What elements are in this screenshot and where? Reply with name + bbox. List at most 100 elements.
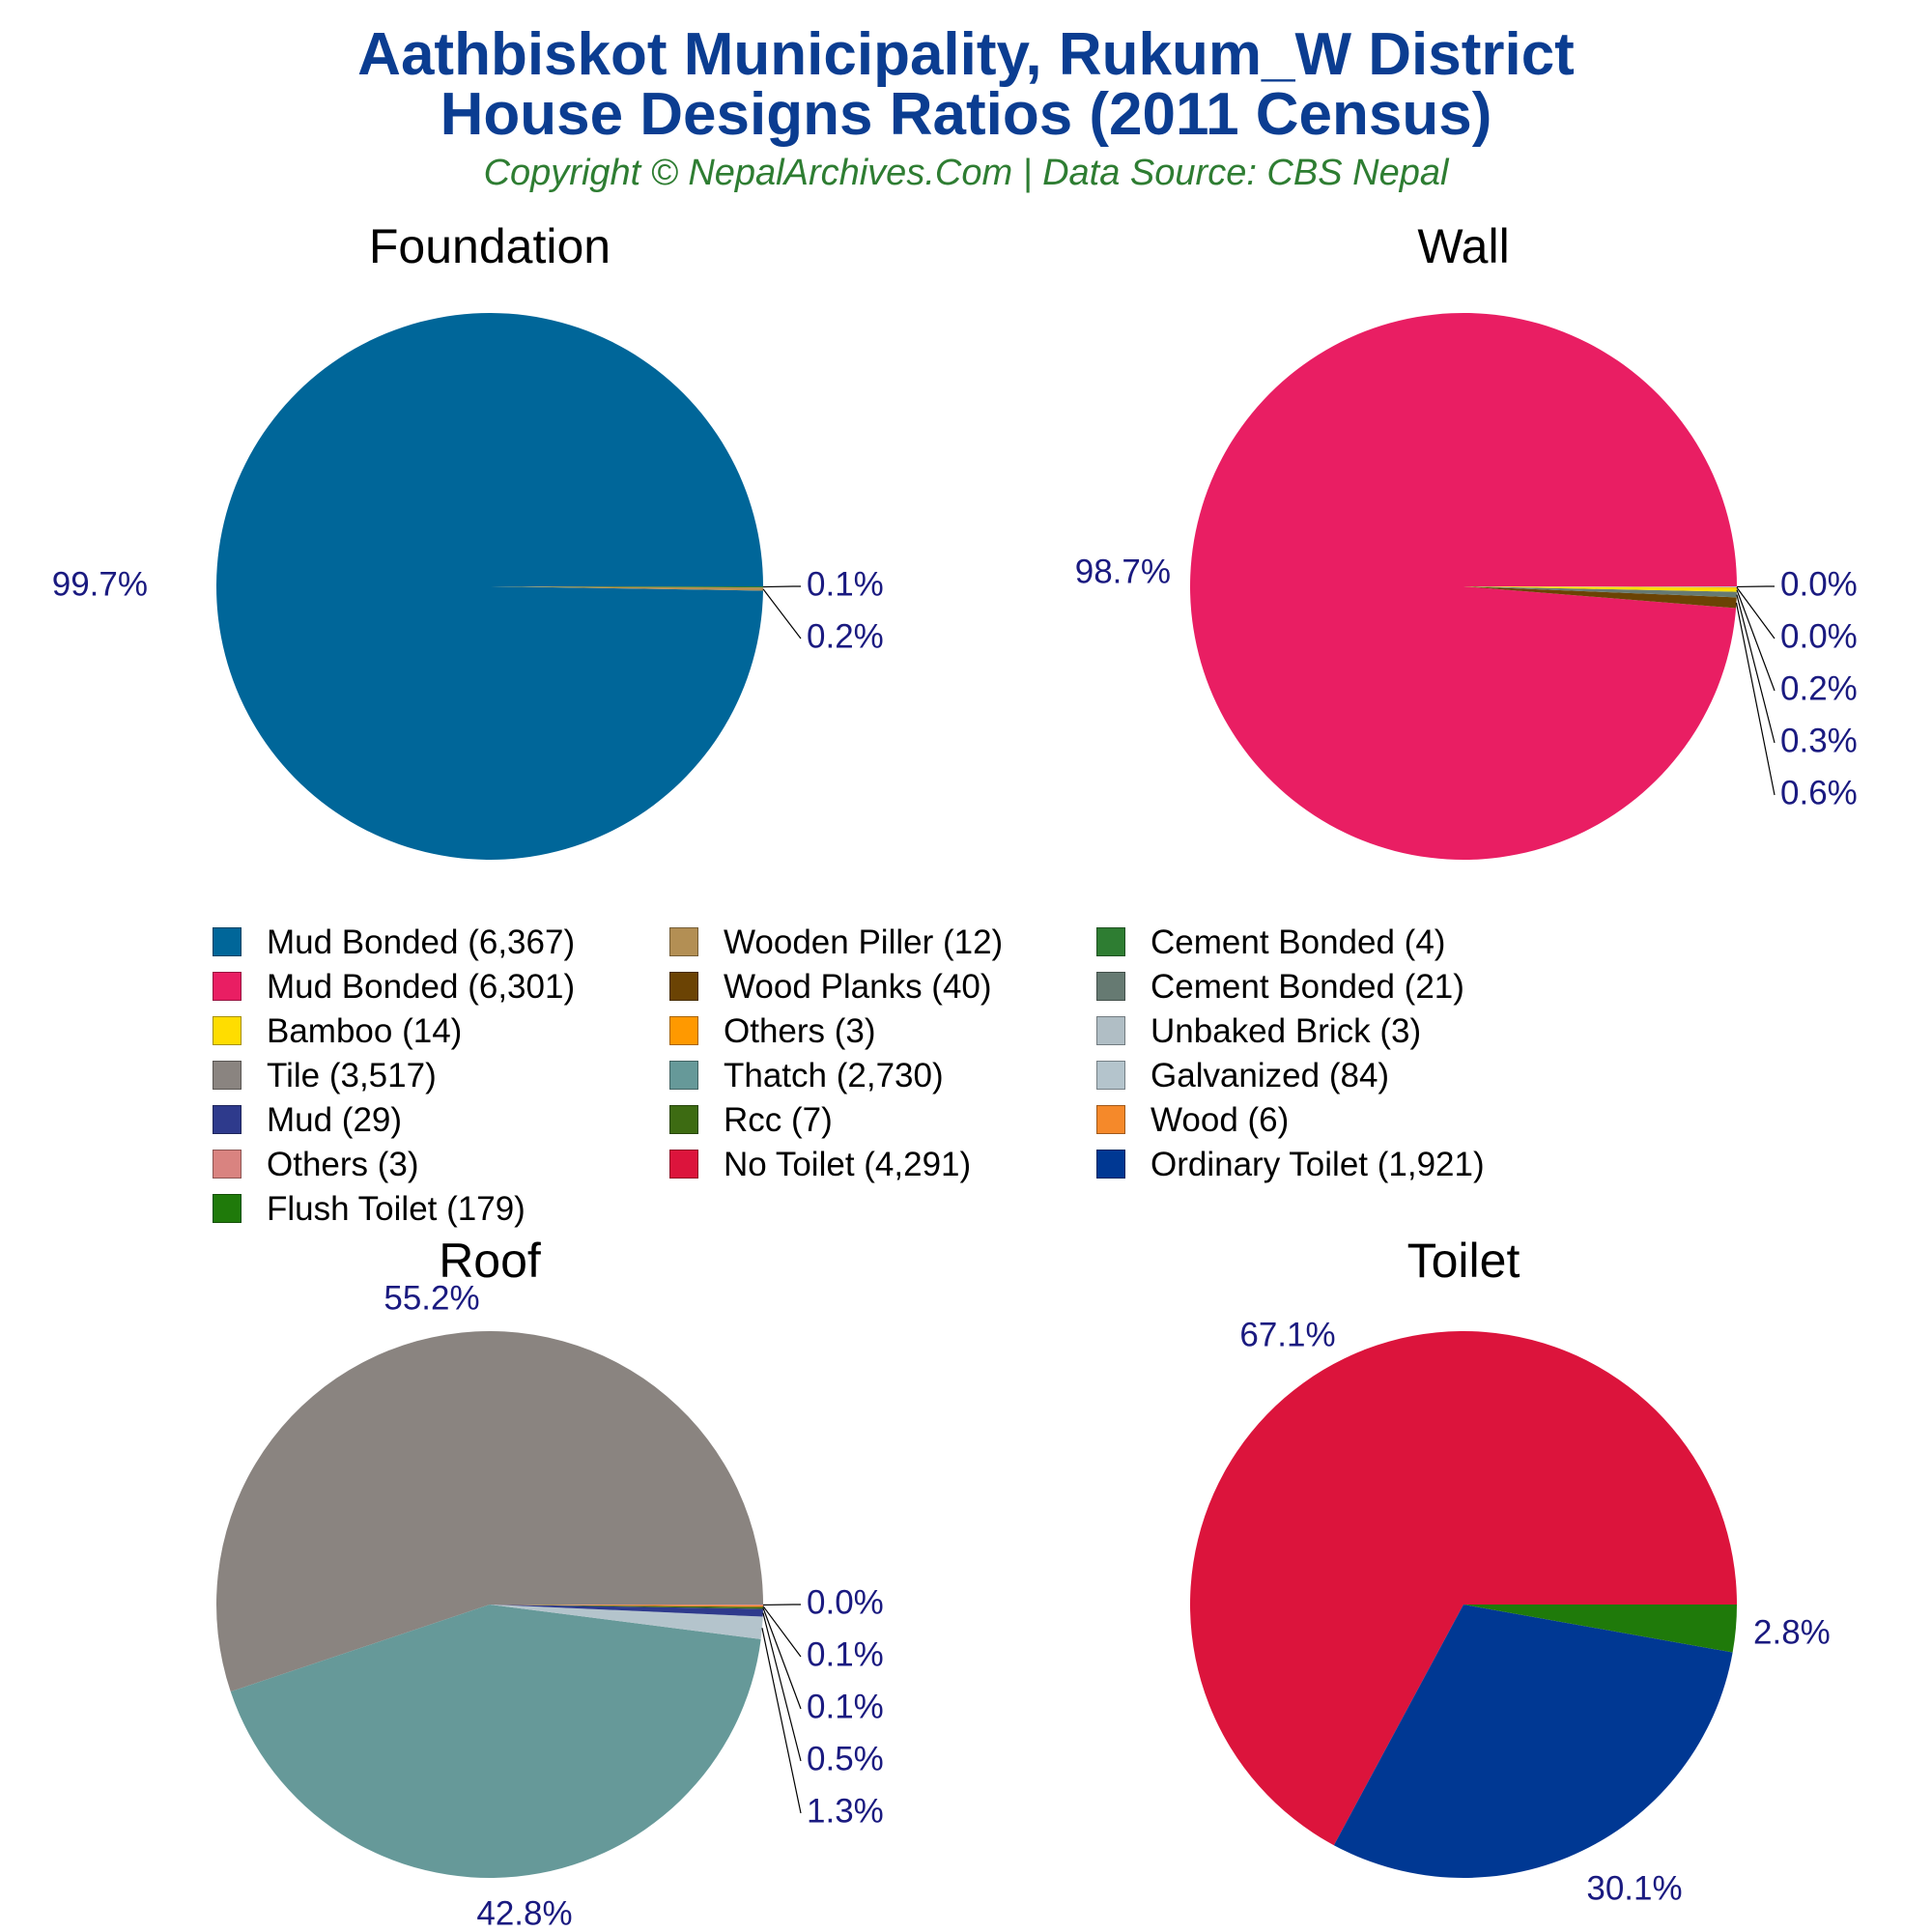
legend-swatch [1096,1061,1125,1090]
legend-label: No Toilet (4,291) [724,1145,972,1183]
pie-title: Wall [1417,219,1509,273]
legend-swatch [213,972,242,1001]
pie-slice-wooden-piller [490,586,763,591]
legend-swatch [669,1016,698,1045]
slice-percent-label: 30.1% [1586,1869,1682,1907]
legend-swatch [1096,1105,1125,1134]
legend-label: Cement Bonded (21) [1151,967,1464,1006]
legend-swatch [1096,1016,1125,1045]
slice-percent-label: 0.2% [807,617,884,655]
pie-slice-cement-bonded [1463,586,1737,598]
pie-slice-bamboo [1463,586,1737,592]
pie-slice-unbaked-brick [1463,586,1737,587]
legend-swatch [1096,1150,1125,1179]
slice-percent-label: 0.0% [1780,565,1858,603]
callout-line [1736,594,1776,744]
legend-label: Rcc (7) [724,1100,833,1139]
legend-item: Bamboo (14) [213,1011,462,1050]
legend-label: Ordinary Toilet (1,921) [1151,1145,1485,1183]
legend-item: Flush Toilet (179) [213,1189,526,1228]
pie-slice-tile [216,1331,763,1692]
legend: Mud Bonded (6,367) Mud Bonded (6,301) Bamb… [213,923,1855,1241]
pie-slice-ordinary-toilet [1333,1605,1733,1878]
pie-chart-foundation: Foundation 99.7% 0.1% 0.2% [52,219,884,861]
pie-slice-cement-bonded [490,586,763,588]
slice-percent-label: 42.8% [476,1894,572,1932]
legend-item: Cement Bonded (4) [1096,923,1445,961]
legend-label: Mud Bonded (6,301) [267,967,576,1006]
legend-swatch [1096,972,1125,1001]
legend-item: Others (3) [669,1011,876,1050]
legend-item: Unbaked Brick (3) [1096,1011,1421,1050]
slice-percent-label: 67.1% [1239,1316,1335,1353]
legend-item: No Toilet (4,291) [669,1145,971,1183]
slice-percent-label: 0.1% [807,1635,884,1673]
slice-percent-label: 1.3% [807,1792,884,1830]
legend-swatch [669,1105,698,1134]
pie-title: Roof [439,1234,541,1288]
legend-label: Wooden Piller (12) [724,923,1004,961]
legend-label: Others (3) [724,1011,876,1050]
pie-slice-mud-bonded [216,313,764,861]
legend-label: Flush Toilet (179) [267,1189,526,1228]
legend-item: Tile (3,517) [213,1056,437,1094]
slice-percent-label: 0.5% [807,1740,884,1777]
legend-label: Galvanized (84) [1151,1056,1390,1094]
legend-item: Thatch (2,730) [669,1056,944,1094]
slice-percent-label: 0.0% [1780,617,1858,655]
chart-title-line-2: House Designs Ratios (2011 Census) [440,81,1492,148]
callout-line [1736,589,1776,692]
slice-percent-label: 99.7% [52,565,148,603]
legend-swatch [213,927,242,956]
callout-line [1736,586,1776,639]
legend-swatch [669,927,698,956]
pie-slice-flush-toilet [1463,1605,1737,1653]
slice-percent-label: 0.0% [807,1583,884,1621]
legend-item: Wood Planks (40) [669,967,992,1006]
slice-percent-label: 55.2% [384,1279,479,1317]
legend-item: Rcc (7) [669,1100,833,1139]
legend-swatch [669,972,698,1001]
callout-line [1735,602,1776,796]
legend-label: Others (3) [267,1145,419,1183]
callout-line [762,1612,802,1762]
pie-slice-no-toilet [1190,1330,1737,1846]
pie-slice-mud [490,1605,763,1617]
legend-swatch [1096,927,1125,956]
pie-chart-toilet: Toilet 67.1% 30.1% 2.8% [1190,1234,1831,1907]
legend-swatch [213,1061,242,1090]
legend-item: Mud Bonded (6,301) [213,967,575,1006]
legend-item: Cement Bonded (21) [1096,967,1464,1006]
legend-swatch [213,1194,242,1223]
slice-percent-label: 0.1% [807,565,884,603]
pie-chart-wall: Wall 98.7% 0.0% 0.0% 0.2% 0.3% 0.6% [1075,219,1858,860]
legend-label: Wood (6) [1151,1100,1290,1139]
callout-line [762,585,801,588]
legend-swatch [213,1105,242,1134]
chart-title-line-1: Aathbiskot Municipality, Rukum_W Distric… [357,21,1575,88]
legend-item: Wooden Piller (12) [669,923,1003,961]
legend-swatch [213,1150,242,1179]
legend-item: Galvanized (84) [1096,1056,1389,1094]
legend-swatch [669,1150,698,1179]
legend-item: Ordinary Toilet (1,921) [1096,1145,1485,1183]
callout-line [761,1628,802,1814]
legend-label: Wood Planks (40) [724,967,992,1006]
pie-slice-wood-planks [1463,586,1737,609]
legend-label: Mud (29) [267,1100,403,1139]
pie-title: Toilet [1407,1234,1520,1288]
legend-swatch [669,1061,698,1090]
callout-line [762,1607,802,1710]
pie-slice-rcc [490,1605,763,1609]
legend-item: Wood (6) [1096,1100,1289,1139]
pie-slice-others [1463,586,1737,588]
slice-percent-label: 0.6% [1780,774,1858,811]
callout-line [762,1605,802,1658]
legend-swatch [213,1016,242,1045]
pie-slice-wood [490,1605,763,1607]
slice-percent-label: 98.7% [1075,553,1171,590]
pie-title: Foundation [369,219,611,273]
legend-label: Mud Bonded (6,367) [267,923,576,961]
